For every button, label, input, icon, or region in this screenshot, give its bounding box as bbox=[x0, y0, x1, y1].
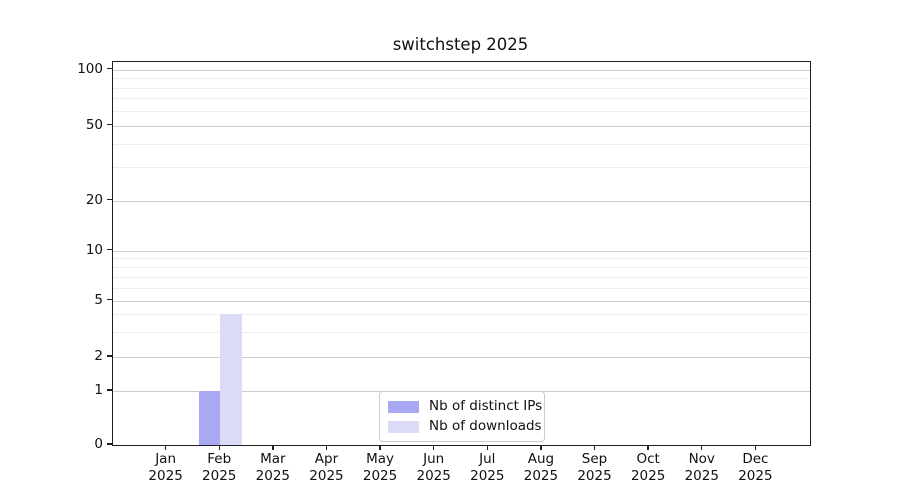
xtick-mark-oct bbox=[647, 445, 649, 450]
ytick-label-100: 100 bbox=[77, 60, 103, 77]
plot-area: Nb of distinct IPs Nb of downloads bbox=[112, 61, 811, 446]
gridline-minor-30 bbox=[113, 167, 810, 169]
ytick-label-5: 5 bbox=[94, 291, 103, 308]
ytick-mark-10 bbox=[107, 249, 112, 251]
gridline-minor-40 bbox=[113, 143, 810, 145]
legend-label: Nb of downloads bbox=[429, 418, 542, 434]
xtick-label-oct: Oct 2025 bbox=[630, 451, 666, 484]
xtick-label-jan: Jan 2025 bbox=[148, 451, 183, 484]
xtick-label-jul: Jul 2025 bbox=[470, 451, 505, 484]
xtick-label-mar: Mar 2025 bbox=[255, 451, 291, 484]
ytick-mark-5 bbox=[107, 299, 112, 301]
xtick-label-jun: Jun 2025 bbox=[416, 451, 451, 484]
xtick-mark-aug bbox=[540, 445, 542, 450]
gridline-major-2 bbox=[113, 356, 810, 358]
gridline-minor-3 bbox=[113, 332, 810, 334]
xtick-label-nov: Nov 2025 bbox=[684, 451, 719, 484]
ytick-label-50: 50 bbox=[85, 116, 103, 133]
xtick-label-apr: Apr 2025 bbox=[309, 451, 344, 484]
xtick-mark-sep bbox=[593, 445, 596, 450]
xtick-label-aug: Aug 2025 bbox=[523, 451, 559, 484]
xtick-mark-may bbox=[379, 445, 381, 450]
gridline-minor-7 bbox=[113, 276, 810, 278]
xtick-mark-nov bbox=[701, 445, 703, 450]
xtick-mark-mar bbox=[272, 445, 274, 450]
legend-label: Nb of distinct IPs bbox=[429, 398, 543, 414]
gridline-minor-6 bbox=[113, 287, 810, 289]
ytick-label-1: 1 bbox=[94, 381, 103, 398]
ytick-label-2: 2 bbox=[94, 347, 103, 364]
xtick-mark-apr bbox=[325, 445, 328, 450]
gridline-major-10 bbox=[113, 250, 810, 252]
ytick-mark-1 bbox=[107, 389, 112, 391]
xtick-mark-jan bbox=[164, 445, 167, 450]
gridline-minor-90 bbox=[113, 78, 810, 80]
xtick-mark-feb bbox=[218, 445, 220, 450]
legend-swatch-nb-of-distinct-ips bbox=[388, 400, 419, 413]
xtick-mark-jul bbox=[486, 445, 488, 450]
gridline-minor-9 bbox=[113, 258, 810, 260]
xtick-label-sep: Sep 2025 bbox=[577, 451, 612, 484]
gridline-minor-8 bbox=[113, 266, 810, 268]
legend-swatch-nb-of-downloads bbox=[388, 420, 419, 433]
bar-feb-nb-of-downloads bbox=[220, 314, 242, 445]
gridline-minor-60 bbox=[113, 110, 810, 112]
gridline-major-5 bbox=[113, 300, 810, 302]
chart-title: switchstep 2025 bbox=[392, 35, 529, 54]
gridline-minor-70 bbox=[113, 98, 810, 100]
ytick-label-10: 10 bbox=[85, 241, 103, 258]
gridline-minor-4 bbox=[113, 314, 810, 316]
xtick-mark-jun bbox=[432, 445, 435, 450]
xtick-label-dec: Dec 2025 bbox=[738, 451, 773, 484]
xtick-label-may: May 2025 bbox=[362, 451, 398, 484]
gridline-major-20 bbox=[113, 200, 810, 202]
legend: Nb of distinct IPs Nb of downloads bbox=[379, 391, 545, 442]
xtick-label-feb: Feb 2025 bbox=[202, 451, 237, 484]
ytick-mark-20 bbox=[107, 198, 112, 201]
gridline-minor-80 bbox=[113, 87, 810, 89]
bar-feb-nb-of-distinct-ips bbox=[198, 390, 221, 445]
gridline-major-50 bbox=[113, 125, 810, 127]
xtick-mark-dec bbox=[754, 445, 757, 450]
ytick-label-0: 0 bbox=[94, 436, 103, 452]
ytick-label-20: 20 bbox=[85, 191, 103, 208]
ytick-mark-2 bbox=[107, 355, 112, 357]
ytick-mark-0 bbox=[107, 443, 112, 445]
ytick-mark-50 bbox=[107, 123, 112, 126]
legend-entry-nb-of-downloads: Nb of downloads bbox=[388, 418, 542, 435]
legend-entry-nb-of-distinct-ips: Nb of distinct IPs bbox=[388, 398, 542, 415]
ytick-mark-100 bbox=[107, 67, 112, 70]
gridline-major-100 bbox=[113, 69, 810, 71]
